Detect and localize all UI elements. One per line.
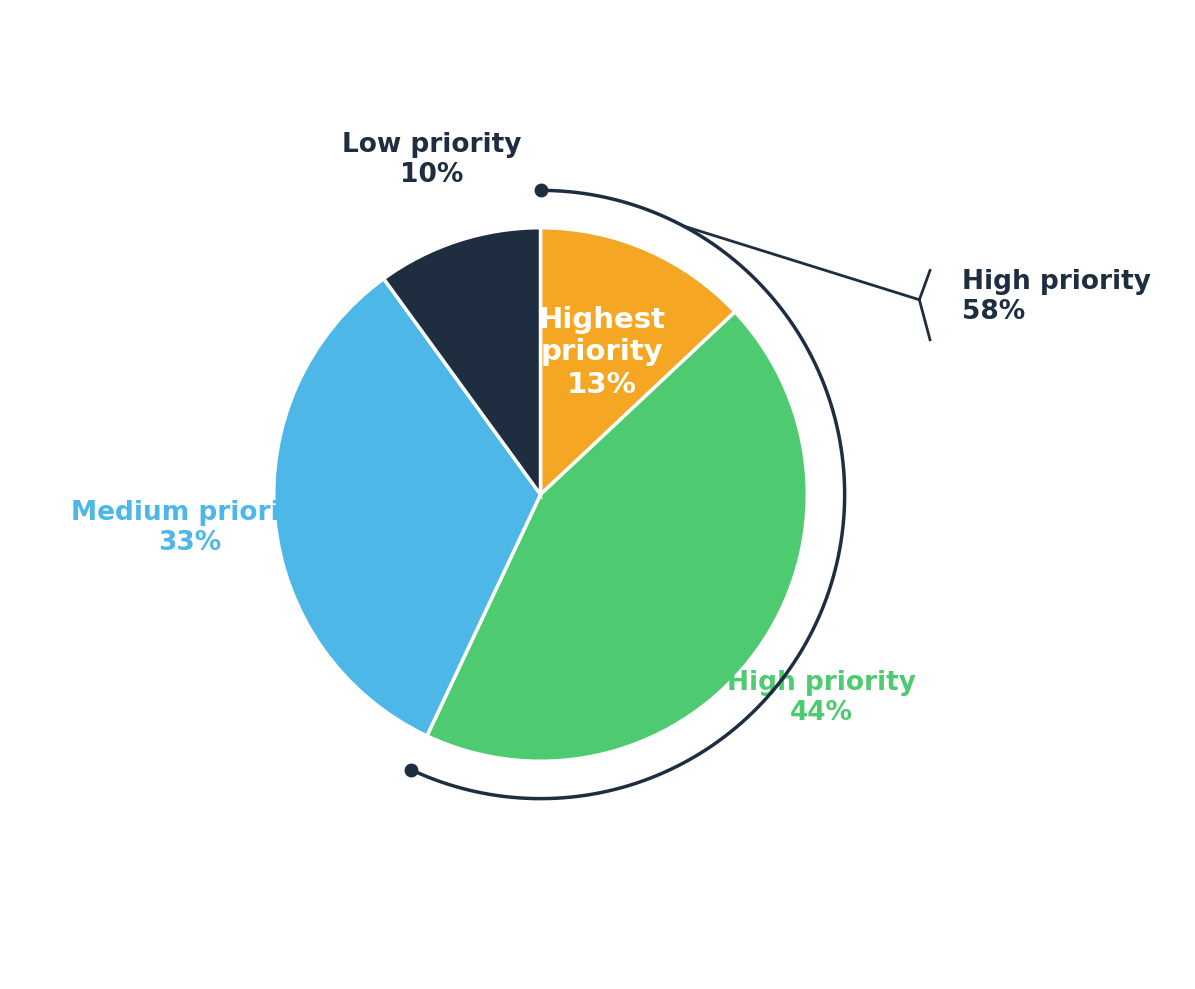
- Text: Low priority
10%: Low priority 10%: [342, 132, 521, 188]
- Text: Medium priority
33%: Medium priority 33%: [71, 499, 310, 556]
- Wedge shape: [384, 227, 540, 494]
- Wedge shape: [274, 279, 540, 736]
- Text: High priority
58%: High priority 58%: [962, 269, 1151, 325]
- Wedge shape: [540, 227, 735, 494]
- Text: High priority
44%: High priority 44%: [727, 671, 915, 726]
- Wedge shape: [427, 312, 808, 762]
- Text: Highest
priority
13%: Highest priority 13%: [539, 306, 666, 399]
